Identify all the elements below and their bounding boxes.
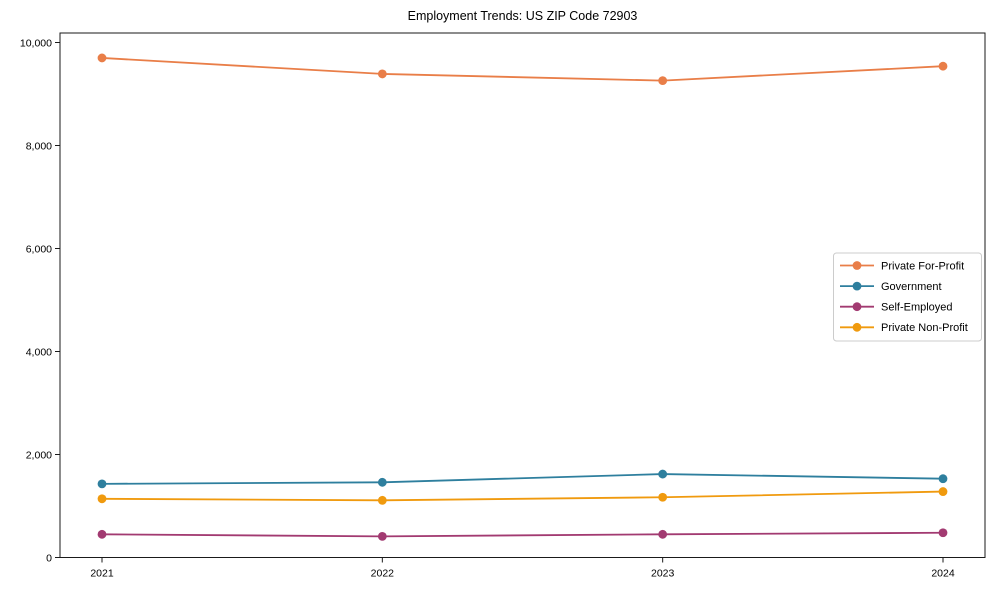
- y-tick-label: 0: [46, 552, 52, 564]
- series-marker-government: [938, 474, 948, 484]
- chart-title: Employment Trends: US ZIP Code 72903: [408, 9, 638, 23]
- series-marker-private-for-profit: [938, 61, 948, 71]
- series-marker-private-non-profit: [97, 494, 107, 504]
- legend-sample-marker: [852, 322, 862, 332]
- series-marker-self-employed: [377, 531, 387, 541]
- series-marker-self-employed: [938, 528, 948, 538]
- series-marker-government: [658, 469, 668, 479]
- series-marker-private-for-profit: [658, 76, 668, 86]
- y-tick-label: 6,000: [26, 243, 52, 255]
- x-tick-label: 2023: [651, 568, 675, 580]
- series-marker-private-non-profit: [658, 492, 668, 502]
- plot-area-border: [59, 32, 986, 558]
- series-line-self-employed: [101, 531, 944, 538]
- series-marker-private-non-profit: [377, 495, 387, 505]
- y-tick-label: 2,000: [26, 449, 52, 461]
- series-line-government: [101, 473, 944, 485]
- series-marker-private-for-profit: [97, 53, 107, 63]
- legend: Private For-Profit Government Self-Employe…: [833, 252, 982, 342]
- y-tick-label: 10,000: [20, 37, 52, 49]
- legend-sample-marker: [852, 261, 862, 270]
- series-marker-private-non-profit: [938, 487, 948, 496]
- series-line-private-non-profit: [101, 490, 944, 502]
- x-tick-label: 2022: [371, 568, 395, 580]
- series-marker-self-employed: [658, 529, 668, 539]
- x-axis: 2021 2022 2023 2024: [90, 557, 955, 580]
- legend-label: Private For-Profit: [881, 260, 964, 272]
- series-marker-government: [377, 477, 387, 487]
- x-tick-label: 2021: [90, 568, 114, 580]
- y-tick-label: 4,000: [26, 346, 52, 358]
- legend-sample-marker: [852, 302, 862, 312]
- series-line-private-for-profit: [101, 57, 944, 82]
- legend-sample-marker: [852, 281, 862, 291]
- series-group: [97, 53, 948, 541]
- series-marker-government: [97, 479, 107, 489]
- x-tick-label: 2024: [931, 568, 955, 580]
- y-axis: 0 2,000 4,000 6,000 8,000 10,000: [20, 37, 60, 564]
- legend-label: Self-Employed: [881, 302, 953, 314]
- legend-label: Private Non-Profit: [881, 322, 968, 334]
- legend-label: Government: [881, 281, 942, 293]
- legend-box: [833, 252, 982, 342]
- y-tick-label: 8,000: [26, 140, 52, 152]
- series-marker-private-for-profit: [377, 69, 387, 79]
- series-marker-self-employed: [97, 529, 107, 539]
